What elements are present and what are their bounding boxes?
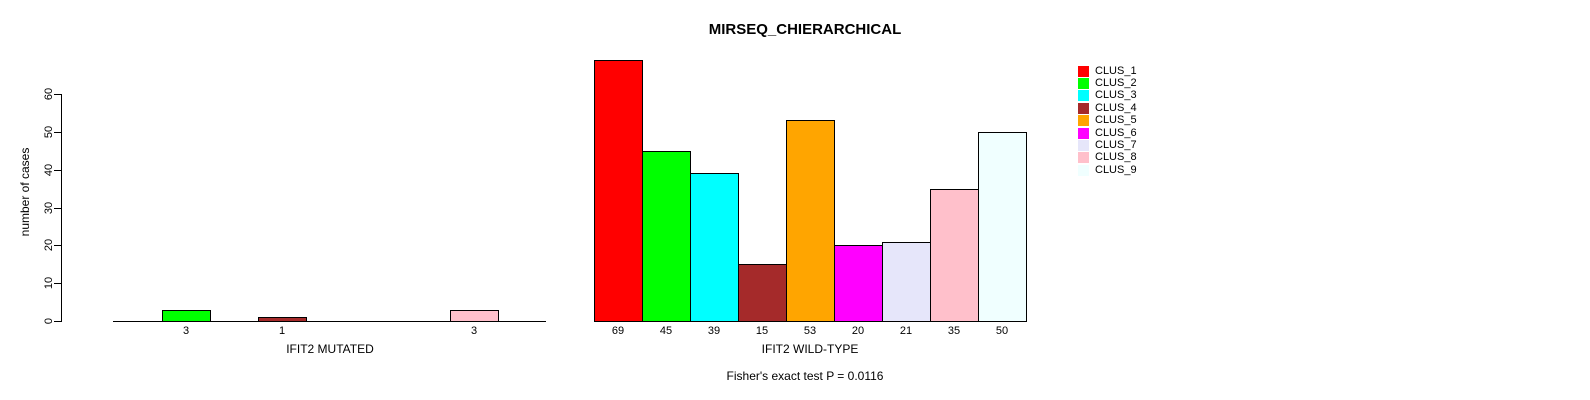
- legend: CLUS_1 CLUS_2 CLUS_3 CLUS_4 CLUS_5 CLUS_6 CLUS…: [1078, 65, 1137, 177]
- bar-value-label: 53: [803, 325, 817, 337]
- bar-value-label: 20: [851, 325, 865, 337]
- legend-swatch-CLUS_5: [1078, 115, 1089, 127]
- y-axis-tick: [54, 283, 61, 285]
- bar-CLUS_1: [594, 59, 643, 322]
- bar-value-label: 1: [278, 325, 286, 337]
- legend-item-CLUS_4: CLUS_4: [1078, 102, 1137, 114]
- legend-label: CLUS_4: [1095, 101, 1137, 114]
- bar-value-label: 69: [611, 325, 625, 337]
- bar-CLUS_4: [258, 317, 307, 322]
- y-axis-tick: [54, 321, 61, 322]
- y-axis-tick-label: 50: [43, 125, 55, 138]
- bar-CLUS_8: [450, 309, 499, 322]
- y-axis-tick-label: 0: [43, 317, 55, 325]
- legend-swatch-CLUS_3: [1078, 90, 1089, 102]
- legend-label: CLUS_6: [1095, 126, 1137, 139]
- y-axis-line: [61, 94, 62, 322]
- bar-value-label: 45: [659, 325, 673, 337]
- bar-CLUS_3: [690, 173, 739, 322]
- y-axis-tick: [54, 169, 61, 171]
- bar-value-label: 3: [470, 325, 478, 337]
- legend-item-CLUS_3: CLUS_3: [1078, 90, 1137, 102]
- bar-value-label: 35: [947, 325, 961, 337]
- bar-CLUS_7: [882, 241, 931, 322]
- x-axis-title-wildtype: IFIT2 WILD-TYPE: [761, 342, 859, 356]
- y-axis-title: number of cases: [18, 147, 32, 237]
- bar-CLUS_4: [738, 264, 787, 322]
- bar-value-label: 15: [755, 325, 769, 337]
- legend-label: CLUS_1: [1095, 64, 1137, 77]
- legend-label: CLUS_2: [1095, 77, 1137, 90]
- bar-value-label: 21: [899, 325, 913, 337]
- y-axis-tick-label: 40: [43, 163, 55, 176]
- legend-item-CLUS_2: CLUS_2: [1078, 77, 1137, 90]
- y-axis-tick-label: 30: [43, 201, 55, 214]
- legend-label: CLUS_5: [1095, 114, 1137, 127]
- bar-CLUS_5: [786, 120, 835, 322]
- bar-value-label: 50: [995, 325, 1009, 337]
- legend-item-CLUS_9: CLUS_9: [1078, 164, 1137, 176]
- bar-CLUS_2: [162, 309, 211, 322]
- legend-item-CLUS_1: CLUS_1: [1078, 65, 1137, 77]
- legend-label: CLUS_3: [1095, 89, 1137, 102]
- y-axis-tick: [54, 207, 61, 209]
- bar-CLUS_8: [930, 188, 979, 322]
- legend-swatch-CLUS_4: [1078, 102, 1089, 114]
- legend-item-CLUS_8: CLUS_8: [1078, 152, 1137, 164]
- y-axis-tick: [54, 94, 61, 95]
- y-axis-tick: [54, 131, 61, 133]
- legend-swatch-CLUS_8: [1078, 152, 1089, 164]
- y-axis-tick-label: 60: [43, 87, 55, 101]
- y-axis-tick: [54, 245, 61, 247]
- legend-item-CLUS_5: CLUS_5: [1078, 115, 1137, 127]
- legend-swatch-CLUS_1: [1078, 65, 1089, 77]
- legend-swatch-CLUS_6: [1078, 127, 1089, 139]
- y-axis-tick-label: 10: [43, 277, 55, 290]
- y-axis-tick-label: 20: [43, 239, 55, 252]
- legend-item-CLUS_6: CLUS_6: [1078, 127, 1137, 139]
- bar-CLUS_2: [642, 150, 691, 322]
- legend-swatch-CLUS_9: [1078, 164, 1089, 176]
- legend-swatch-CLUS_7: [1078, 140, 1089, 152]
- bar-CLUS_6: [834, 245, 883, 322]
- x-axis-line: [113, 321, 546, 322]
- legend-label: CLUS_9: [1095, 163, 1137, 176]
- legend-item-CLUS_7: CLUS_7: [1078, 139, 1137, 152]
- bar-value-label: 39: [707, 325, 721, 337]
- legend-swatch-CLUS_2: [1078, 78, 1089, 90]
- chart-title: MIRSEQ_CHIERARCHICAL: [708, 21, 902, 38]
- bar-CLUS_9: [978, 131, 1027, 322]
- legend-label: CLUS_7: [1095, 139, 1137, 152]
- bar-value-label: 3: [182, 325, 190, 337]
- x-axis-title-mutated: IFIT2 MUTATED: [286, 342, 374, 356]
- fisher-test-note: Fisher's exact test P = 0.0116: [726, 369, 884, 383]
- legend-label: CLUS_8: [1095, 151, 1137, 164]
